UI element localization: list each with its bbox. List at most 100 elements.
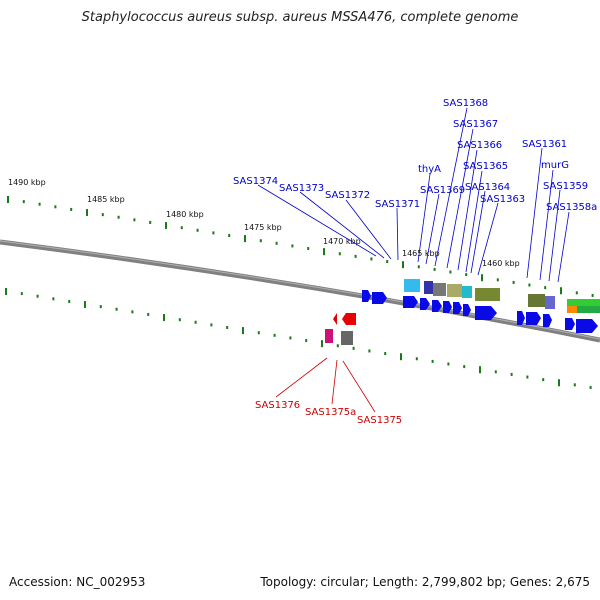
tick-mark (194, 320, 197, 324)
tick-mark (384, 352, 387, 356)
gene-labels-lower: SAS1376 SAS1375a SAS1375 (255, 400, 402, 426)
gene-label[interactable]: SAS1363 (480, 194, 525, 205)
gene-arrow[interactable] (403, 296, 418, 308)
gene-label[interactable]: SAS1368 (443, 98, 488, 109)
tick-mark (68, 299, 71, 303)
tick-mark (354, 254, 357, 258)
kbp-labels: 1490 kbp 1485 kbp 1480 kbp 1475 kbp 1470… (8, 178, 520, 268)
gene-arrow[interactable] (443, 301, 452, 313)
tick-mark (433, 267, 436, 271)
tick-mark (226, 325, 229, 329)
gene-leader-lines (257, 107, 570, 283)
kbp-label: 1480 kbp (166, 210, 204, 219)
gene-label[interactable]: murG (541, 160, 569, 171)
tick-mark (38, 202, 41, 206)
gene-label[interactable]: SAS1365 (463, 161, 508, 172)
tick-mark (7, 196, 9, 203)
gene-label[interactable]: SAS1367 (453, 119, 498, 130)
forward-genes (362, 290, 598, 333)
tick-mark (210, 323, 213, 327)
tick-mark (494, 370, 497, 374)
gene-arrow[interactable] (453, 302, 462, 314)
gene-arrow[interactable] (517, 311, 525, 325)
gene-label[interactable]: SAS1359 (543, 181, 588, 192)
feature-box[interactable] (433, 283, 446, 296)
tick-mark (101, 213, 104, 217)
gene-label[interactable]: SAS1358a (546, 202, 597, 213)
kbp-label: 1490 kbp (8, 178, 46, 187)
gene-arrow[interactable] (333, 313, 337, 325)
feature-box[interactable] (475, 288, 500, 301)
feature-box[interactable] (577, 306, 600, 313)
tick-mark (560, 287, 562, 295)
tick-mark (526, 375, 529, 379)
tick-mark (5, 288, 7, 295)
feature-box[interactable] (567, 299, 600, 308)
tick-mark (323, 248, 325, 256)
gene-arrow[interactable] (372, 292, 387, 304)
tick-mark (54, 205, 57, 209)
tick-mark (196, 228, 199, 232)
tick-mark (510, 372, 513, 376)
tick-mark (163, 314, 165, 322)
tick-mark (86, 209, 88, 217)
tick-mark (259, 239, 262, 243)
tick-row-lower (5, 288, 592, 389)
tick-mark (242, 327, 244, 335)
feature-box[interactable] (341, 331, 353, 345)
tick-mark (99, 305, 102, 309)
tick-mark (273, 333, 276, 337)
tick-mark (321, 340, 323, 348)
gene-arrow[interactable] (342, 313, 356, 325)
tick-mark (180, 226, 183, 230)
gene-arrow[interactable] (432, 300, 442, 312)
gene-label[interactable]: SAS1376 (255, 400, 300, 411)
tick-row-upper (7, 196, 594, 297)
feature-box[interactable] (567, 306, 577, 313)
feature-box[interactable] (528, 294, 545, 307)
gene-label[interactable]: SAS1375a (305, 407, 356, 418)
page-title: Staphylococcus aureus subsp. aureus MSSA… (81, 10, 519, 25)
gene-arrow[interactable] (543, 314, 552, 327)
gene-label[interactable]: SAS1366 (457, 140, 502, 151)
tick-mark (447, 362, 450, 366)
feature-box[interactable] (462, 286, 472, 298)
gene-label[interactable]: SAS1374 (233, 176, 278, 187)
gene-label[interactable]: SAS1369 (420, 185, 465, 196)
gene-label[interactable]: SAS1373 (279, 183, 324, 194)
genome-backbone-highlight (0, 240, 600, 340)
tick-mark (115, 307, 118, 311)
gene-arrow[interactable] (362, 290, 371, 302)
gene-arrow[interactable] (526, 312, 541, 325)
gene-arrow[interactable] (463, 304, 471, 316)
tick-mark (305, 339, 308, 343)
gene-arrow[interactable] (576, 319, 598, 333)
gene-label[interactable]: thyA (418, 164, 441, 175)
gene-labels-upper: SAS1368 SAS1367 SAS1366 SAS1365 thyA SAS… (233, 98, 597, 213)
feature-box[interactable] (424, 281, 433, 294)
tick-mark (449, 270, 452, 274)
tick-mark (36, 294, 39, 298)
tick-mark (70, 207, 73, 211)
reverse-genes (325, 313, 356, 345)
gene-label[interactable]: SAS1375 (357, 415, 402, 426)
feature-box[interactable] (447, 284, 462, 297)
feature-box[interactable] (404, 279, 420, 292)
gene-label[interactable]: SAS1364 (465, 182, 510, 193)
gene-leader-lines-lower (275, 357, 376, 413)
gene-label[interactable]: SAS1371 (375, 199, 420, 210)
tick-mark (370, 257, 373, 261)
tick-mark (20, 292, 23, 296)
feature-box[interactable] (325, 329, 333, 343)
gene-arrow[interactable] (475, 306, 497, 320)
tick-mark (133, 218, 136, 222)
tick-mark (415, 357, 418, 361)
feature-box[interactable] (545, 296, 555, 309)
gene-arrow[interactable] (565, 318, 575, 330)
gene-arrow[interactable] (420, 298, 430, 310)
tick-mark (257, 331, 260, 335)
tick-mark (117, 215, 120, 219)
gene-label[interactable]: SAS1372 (325, 190, 370, 201)
gene-label[interactable]: SAS1361 (522, 139, 567, 150)
